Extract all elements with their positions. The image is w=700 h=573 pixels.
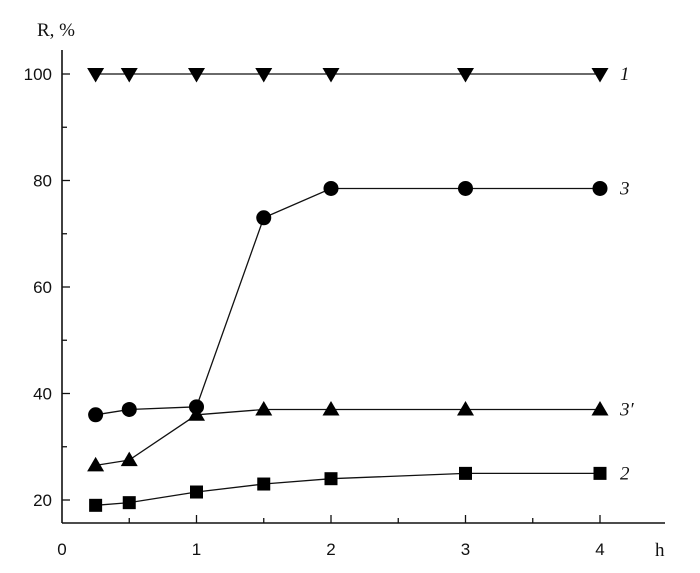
triangle-down-marker [255,68,273,83]
circle-marker [323,180,339,196]
series-label: 2 [620,463,630,484]
y-tick-label: 20 [33,491,52,510]
square-marker [122,496,136,510]
circle-marker [256,210,272,226]
triangle-down-marker [591,68,609,83]
y-axis-title: R, % [37,20,75,41]
series-label: 1 [620,64,630,85]
square-marker [324,472,338,486]
x-tick-label: 4 [595,540,604,559]
y-tick-label: 60 [33,278,52,297]
circle-marker [592,180,608,196]
triangle-up-marker [87,456,105,472]
circle-marker [121,401,137,417]
square-marker [89,498,103,512]
square-marker [459,466,472,480]
x-tick-label: 0 [57,540,66,559]
x-tick-label: 1 [192,540,201,559]
triangle-down-marker [457,68,474,83]
chart-series: 1 3 3′ 2 [87,64,635,512]
series-line-3 [95,187,600,416]
y-tick-label: 80 [33,172,52,191]
triangle-up-marker [322,400,340,416]
triangle-down-marker [188,68,205,83]
square-marker [190,485,203,499]
circle-marker [458,180,473,196]
square-marker [257,477,271,491]
series-line-2 [95,472,600,506]
triangle-down-marker [120,68,138,83]
x-tick-label: 3 [461,540,470,559]
triangle-up-marker [591,400,609,416]
series-label: 3 [619,178,630,199]
series-label: 3′ [619,399,635,420]
x-axis-title: h [655,540,665,561]
square-marker [593,466,607,480]
triangle-up-marker [188,406,205,421]
triangle-up-marker [255,400,273,416]
chart-axes [61,50,665,524]
series-line-3p [95,408,600,467]
x-tick-label: 2 [326,540,335,559]
y-tick-label: 100 [24,65,52,84]
triangle-up-marker [120,451,138,467]
y-tick-label: 40 [33,385,52,404]
circle-marker [88,407,104,423]
triangle-down-marker [322,68,340,83]
triangle-up-marker [457,400,474,416]
chart-ticks: 20 40 60 80 100 0 1 2 3 4 [24,65,605,559]
triangle-down-marker [87,68,105,83]
